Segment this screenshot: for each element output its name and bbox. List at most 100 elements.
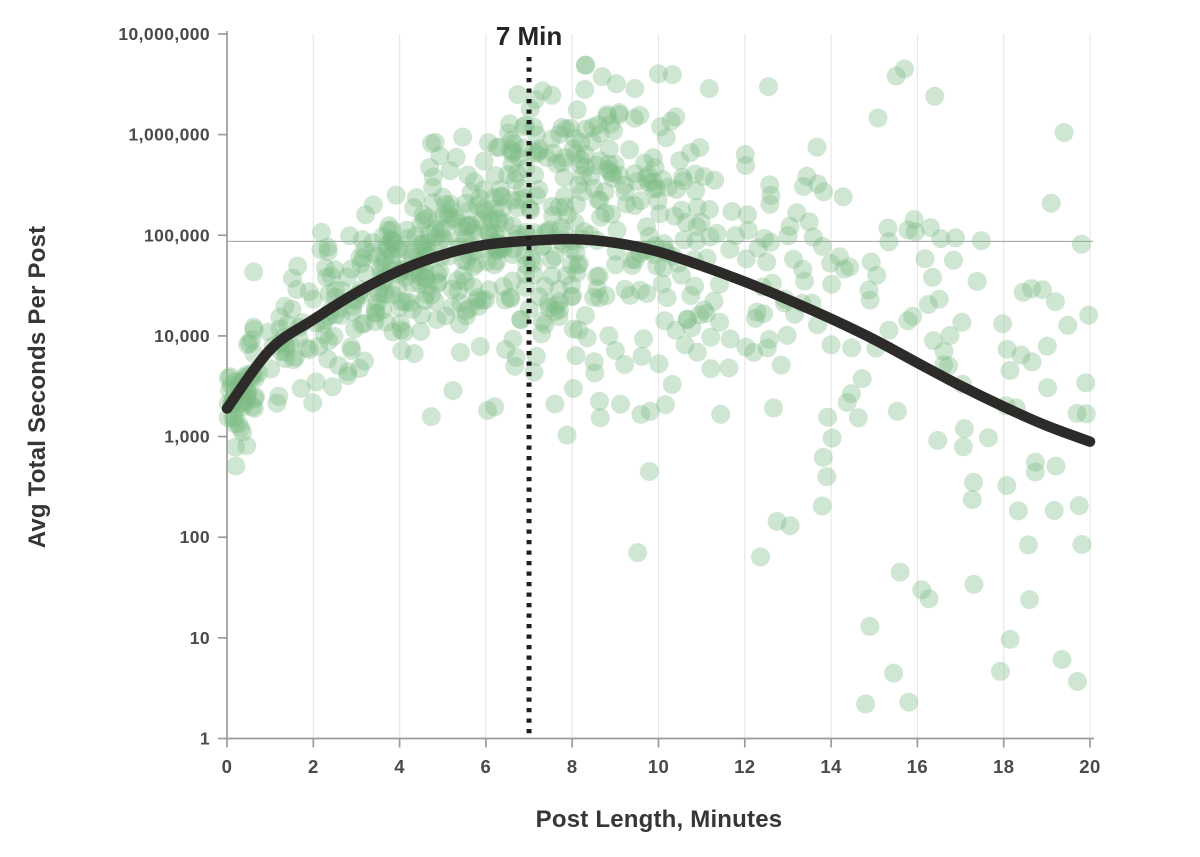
scatter-point [571, 133, 591, 153]
scatter-point [556, 119, 576, 139]
scatter-point [687, 197, 707, 217]
scatter-point [555, 186, 575, 206]
scatter-point [620, 285, 640, 305]
scatter-point [259, 322, 279, 342]
scatter-point [423, 167, 443, 187]
scatter-point [567, 263, 587, 283]
scatter-point [472, 291, 492, 311]
scatter-point [868, 108, 888, 128]
scatter-point [291, 378, 311, 398]
scatter-point [474, 180, 494, 200]
scatter-point [694, 300, 714, 320]
scatter-point [382, 245, 402, 265]
scatter-point [500, 114, 519, 134]
scatter-point [458, 215, 478, 235]
scatter-point [367, 293, 387, 313]
scatter-point [563, 286, 583, 306]
scatter-point [720, 329, 740, 349]
scatter-point [837, 392, 857, 412]
scatter-point [585, 363, 605, 383]
y-tick-label: 100,000 [144, 225, 210, 245]
scatter-point [1000, 361, 1020, 380]
scatter-point [647, 256, 667, 276]
scatter-point [711, 404, 731, 424]
scatter-point [757, 338, 777, 358]
scatter-point [383, 322, 403, 342]
scatter-point [748, 238, 768, 258]
scatter-point [590, 151, 610, 171]
scatter-point [341, 259, 361, 279]
scatter-point [376, 312, 396, 332]
scatter-point [707, 223, 727, 243]
scatter-point [478, 400, 498, 420]
scatter-point [661, 111, 681, 131]
scatter-point [329, 356, 348, 375]
scatter-point [709, 274, 729, 294]
scatter-point [595, 182, 615, 202]
scatter-point [680, 143, 700, 163]
scatter-point [878, 218, 898, 238]
scatter-point [395, 240, 415, 260]
scatter-point [627, 171, 647, 191]
scatter-point [767, 512, 787, 531]
scatter-point [1041, 193, 1061, 213]
scatter-point [555, 148, 575, 168]
scatter-point [691, 212, 711, 232]
scatter-point [576, 119, 596, 139]
scatter-point [509, 190, 529, 210]
scatter-point [569, 254, 589, 274]
scatter-point [527, 144, 547, 164]
scatter-point [411, 214, 431, 234]
scatter-point [628, 543, 648, 563]
scatter-point [549, 307, 569, 327]
scatter-point [547, 154, 567, 174]
scatter-point [345, 319, 364, 339]
scatter-point [672, 200, 692, 220]
scatter-point [657, 288, 677, 308]
scatter-point [587, 155, 607, 175]
scatter-point [1046, 456, 1066, 476]
scatter-point [428, 272, 448, 292]
scatter-point [747, 302, 767, 322]
scatter-point [416, 268, 435, 288]
scatter-point [609, 103, 629, 123]
scatter-point [374, 254, 394, 274]
scatter-point [546, 296, 566, 316]
scatter-point [481, 211, 501, 230]
scatter-point [461, 215, 481, 235]
scatter-point [797, 166, 817, 186]
scatter-point [620, 140, 640, 160]
scatter-point [432, 219, 452, 239]
scatter-point [923, 267, 942, 287]
scatter-point [401, 242, 421, 262]
scatter-point [503, 245, 523, 264]
scatter-point [355, 239, 375, 259]
scatter-point [592, 67, 612, 87]
scatter-point [376, 284, 396, 304]
scatter-point [243, 397, 263, 417]
scatter-point [550, 300, 569, 320]
scatter-point [223, 408, 243, 428]
scatter-point [443, 381, 463, 401]
scatter-point [419, 225, 439, 245]
scatter-point [1071, 234, 1091, 254]
scatter-point [887, 401, 907, 421]
scatter-point [656, 128, 676, 148]
scatter-point [474, 151, 494, 171]
scatter-point [757, 252, 777, 272]
scatter-point [495, 213, 515, 233]
scatter-point [575, 55, 595, 75]
scatter-point [421, 407, 441, 427]
scatter-point [694, 167, 714, 187]
scatter-point [1018, 535, 1038, 555]
y-tick-label: 1 [200, 729, 210, 749]
scatter-point [666, 107, 686, 127]
scatter-point [389, 297, 409, 317]
scatter-point [967, 272, 987, 291]
tick-labels-layer: 1101001,00010,000100,0001,000,00010,000,… [118, 24, 1100, 777]
scatter-point [244, 262, 264, 282]
scatter-point [840, 257, 860, 277]
scatter-point [275, 349, 295, 369]
scatter-point [356, 205, 376, 225]
scatter-point [542, 129, 562, 149]
